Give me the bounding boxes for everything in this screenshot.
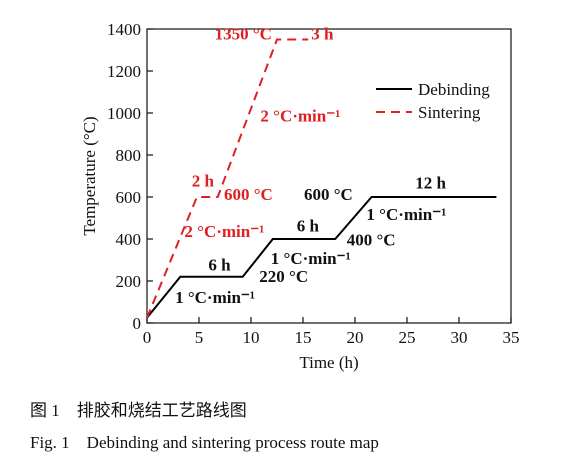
annotation-label: 400 °C	[347, 230, 396, 249]
annotation-label: 2 °C·min⁻¹	[260, 106, 340, 125]
y-tick-label: 200	[116, 272, 142, 291]
legend-label-sintering: Sintering	[418, 103, 481, 122]
x-tick-label: 0	[143, 328, 152, 347]
y-axis-title: Temperature (°C)	[80, 116, 99, 235]
x-axis-title: Time (h)	[299, 353, 358, 372]
plot-frame	[146, 28, 512, 324]
y-tick-label: 0	[133, 314, 142, 333]
y-tick-label: 1000	[107, 104, 141, 123]
figure-caption-cn: 图 1 排胶和烧结工艺路线图	[30, 401, 247, 420]
series-line-sintering	[146, 38, 309, 319]
x-tick-label: 25	[399, 328, 416, 347]
annotation-label: 1350 °C	[215, 25, 272, 44]
annotation-label: 2 h	[192, 172, 215, 191]
x-tick-label: 5	[195, 328, 204, 347]
y-tick-label: 600	[116, 188, 142, 207]
figure-caption-en: Fig. 1 Debinding and sintering process r…	[30, 433, 379, 452]
x-tick-label: 15	[295, 328, 312, 347]
x-tick-label: 20	[347, 328, 364, 347]
annotation-label: 1 °C·min⁻¹	[366, 205, 446, 224]
annotation-label: 12 h	[415, 174, 446, 193]
annotation-label: 220 °C	[259, 267, 308, 286]
x-tick-label: 35	[503, 328, 520, 347]
axis-ticks: 0 5 10 15 20 25 30 35 0 200 400 600 800 1000 1200 1400	[107, 20, 520, 347]
y-tick-label: 1200	[107, 62, 141, 81]
legend-label-debinding: Debinding	[418, 80, 490, 99]
legend: Debinding Sintering	[376, 80, 490, 122]
annotation-label: 600 °C	[224, 185, 273, 204]
annotation-label: 1 °C·min⁻¹	[271, 249, 351, 268]
x-tick-label: 10	[243, 328, 260, 347]
annotations: 1350 °C 3 h 2 °C·min⁻¹ 2 h 600 °C 2 °C·min⁻¹ 6…	[175, 25, 446, 308]
series-line-debinding	[146, 196, 497, 319]
annotation-label: 1 °C·min⁻¹	[175, 288, 255, 307]
annotation-label: 3 h	[311, 25, 334, 44]
series-lines	[146, 38, 497, 319]
x-tick-label: 30	[451, 328, 468, 347]
annotation-label: 6 h	[208, 256, 231, 275]
y-tick-label: 800	[116, 146, 142, 165]
y-tick-label: 400	[116, 230, 142, 249]
annotation-label: 2 °C·min⁻¹	[184, 222, 264, 241]
y-tick-label: 1400	[107, 20, 141, 39]
annotation-label: 600 °C	[304, 185, 353, 204]
annotation-label: 6 h	[297, 217, 320, 236]
